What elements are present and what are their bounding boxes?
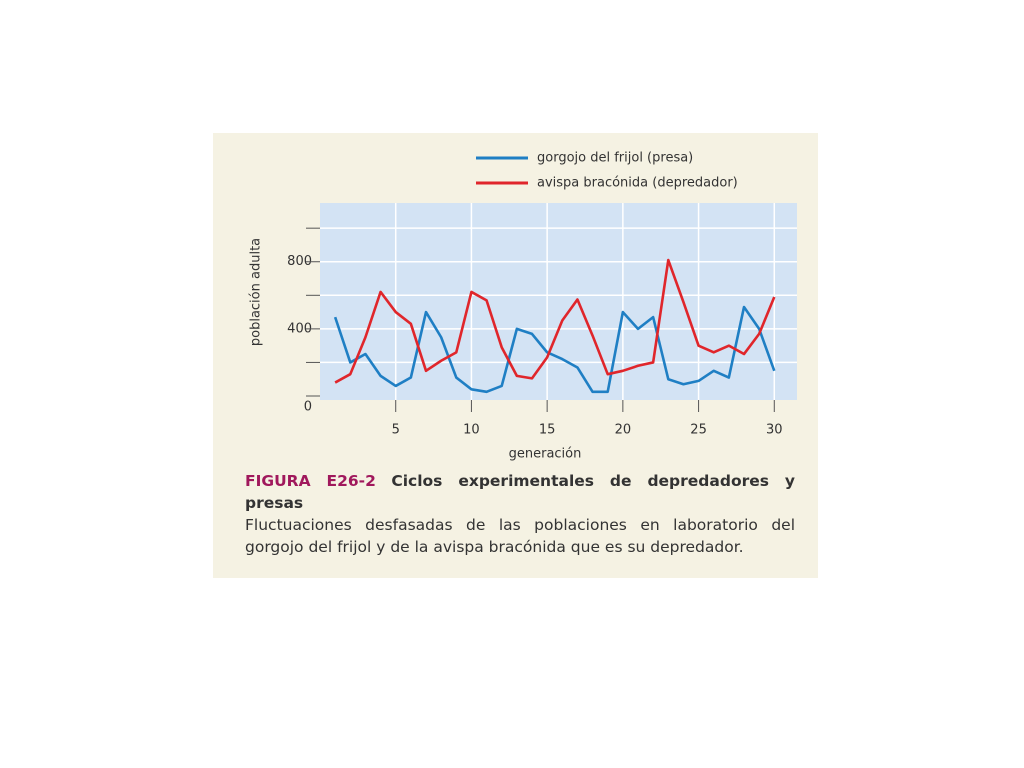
y-tick-label: 800 [287,254,312,269]
y-axis-label: población adulta [249,238,264,346]
x-tick-label: 20 [615,423,632,438]
figure-text: Fluctuaciones desfasadas de las poblacio… [245,516,795,556]
series-line [334,258,776,384]
series-line [333,305,776,394]
figure-title: Ciclos experimentales de depredadores y … [245,472,795,512]
x-axis-label: generación [509,447,582,462]
x-tick-label: 5 [392,423,400,438]
x-tick-label: 15 [539,423,556,438]
figure-number: FIGURA E26-2 [245,472,376,490]
legend-label: avispa bracónida (depredador) [537,176,738,191]
plot-area [320,203,797,400]
legend-label: gorgojo del frijol (presa) [537,151,693,166]
y-tick-label: 400 [287,321,312,336]
x-tick-label: 30 [766,423,783,438]
y-tick-label: 0 [304,400,312,415]
x-tick-label: 25 [690,423,707,438]
x-tick-label: 10 [463,423,480,438]
caption: FIGURA E26-2 Ciclos experimentales de de… [245,470,795,558]
